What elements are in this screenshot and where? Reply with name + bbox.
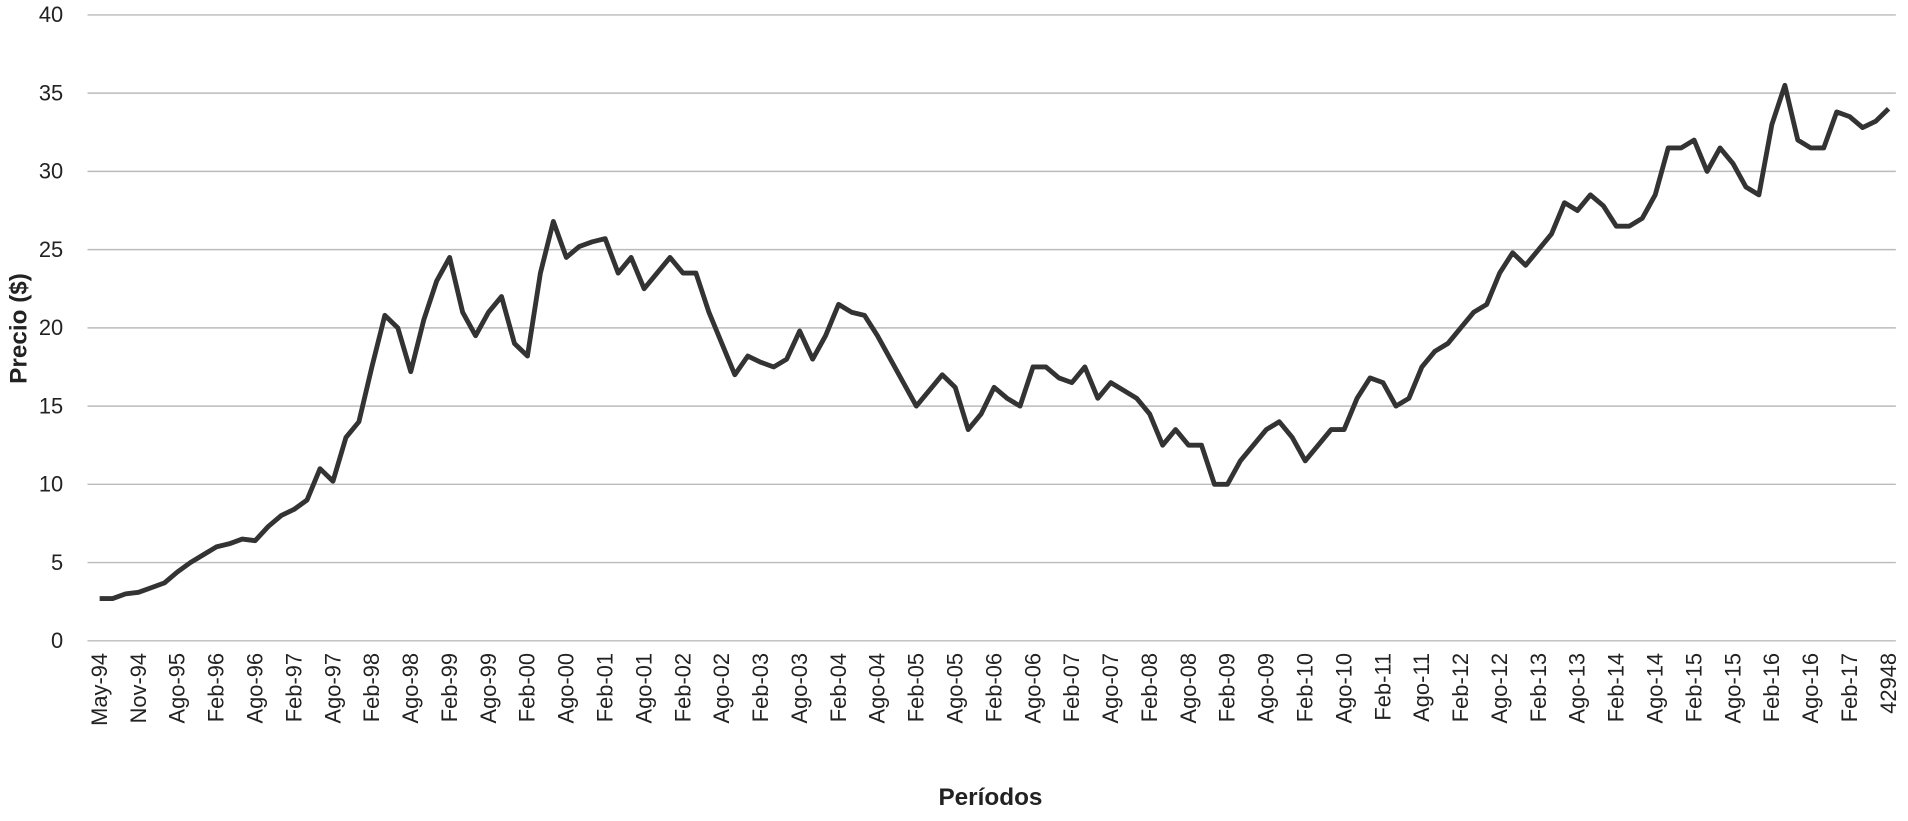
x-tick-label: Ago-16 bbox=[1798, 653, 1823, 723]
x-tick-label: Ago-01 bbox=[631, 653, 656, 723]
y-tick-label: 0 bbox=[51, 628, 63, 653]
x-tick-label: Ago-13 bbox=[1565, 653, 1590, 723]
y-tick-label: 25 bbox=[39, 237, 63, 262]
x-tick-label: Ago-14 bbox=[1643, 653, 1668, 723]
x-tick-label: Ago-99 bbox=[476, 653, 501, 723]
x-tick-label: Feb-09 bbox=[1215, 653, 1240, 722]
x-tick-label: Feb-14 bbox=[1604, 653, 1629, 722]
x-tick-label: Ago-15 bbox=[1720, 653, 1745, 723]
data-line bbox=[99, 82, 1891, 601]
x-tick-label: Ago-02 bbox=[709, 653, 734, 723]
x-tick-label: Ago-96 bbox=[243, 653, 268, 723]
y-axis-title: Precio ($) bbox=[6, 273, 33, 384]
x-tick-label: Nov-94 bbox=[126, 653, 151, 723]
x-tick-label: Ago-11 bbox=[1409, 653, 1434, 722]
x-tick-label: Feb-05 bbox=[904, 653, 929, 722]
y-tick-label: 35 bbox=[39, 80, 63, 105]
x-tick-label: Ago-95 bbox=[165, 653, 190, 723]
x-tick-label: Ago-07 bbox=[1098, 653, 1123, 723]
x-tick-label: Ago-06 bbox=[1020, 653, 1045, 723]
x-tick-label: Feb-01 bbox=[593, 653, 618, 722]
x-tick-label: Feb-02 bbox=[670, 653, 695, 722]
x-tick-label: Ago-05 bbox=[943, 653, 968, 723]
x-tick-label: Ago-09 bbox=[1254, 653, 1279, 723]
x-tick-label: Ago-00 bbox=[554, 653, 579, 723]
x-tick-label: Feb-04 bbox=[826, 653, 851, 722]
x-tick-label: Feb-12 bbox=[1448, 653, 1473, 722]
y-tick-label: 10 bbox=[39, 472, 63, 497]
x-tick-label: Feb-07 bbox=[1059, 653, 1084, 722]
x-tick-label: Ago-97 bbox=[320, 653, 345, 723]
x-tick-label: Ago-04 bbox=[865, 653, 890, 723]
x-tick-label: Feb-03 bbox=[748, 653, 773, 722]
x-tick-label: Feb-11 bbox=[1370, 653, 1395, 721]
x-tick-label: Feb-17 bbox=[1837, 653, 1862, 722]
x-tick-label: Ago-08 bbox=[1176, 653, 1201, 723]
x-tick-label: Feb-98 bbox=[359, 653, 384, 722]
x-tick-label: Feb-13 bbox=[1526, 653, 1551, 722]
y-tick-label: 5 bbox=[51, 550, 63, 575]
x-tick-label: Feb-06 bbox=[981, 653, 1006, 722]
x-tick-label: May-94 bbox=[87, 653, 112, 726]
y-tick-label: 30 bbox=[39, 159, 63, 184]
x-tick-label: 42948 bbox=[1876, 653, 1901, 714]
x-tick-label: Feb-10 bbox=[1293, 653, 1318, 722]
x-tick-label: Feb-15 bbox=[1681, 653, 1706, 722]
x-tick-label: Ago-10 bbox=[1331, 653, 1356, 723]
x-tick-label: Ago-03 bbox=[787, 653, 812, 723]
x-axis-title: Períodos bbox=[938, 784, 1042, 811]
x-tick-label: Feb-08 bbox=[1137, 653, 1162, 722]
x-tick-label: Feb-00 bbox=[515, 653, 540, 722]
x-tick-label: Ago-12 bbox=[1487, 653, 1512, 723]
x-tick-label: Ago-98 bbox=[398, 653, 423, 723]
y-tick-label: 20 bbox=[39, 315, 63, 340]
x-tick-label: Feb-99 bbox=[437, 653, 462, 722]
x-tick-label: Feb-16 bbox=[1759, 653, 1784, 722]
x-tick-label: Feb-96 bbox=[204, 653, 229, 722]
x-tick-label: Feb-97 bbox=[281, 653, 306, 722]
y-tick-label: 40 bbox=[39, 2, 63, 27]
y-tick-label: 15 bbox=[39, 393, 63, 418]
